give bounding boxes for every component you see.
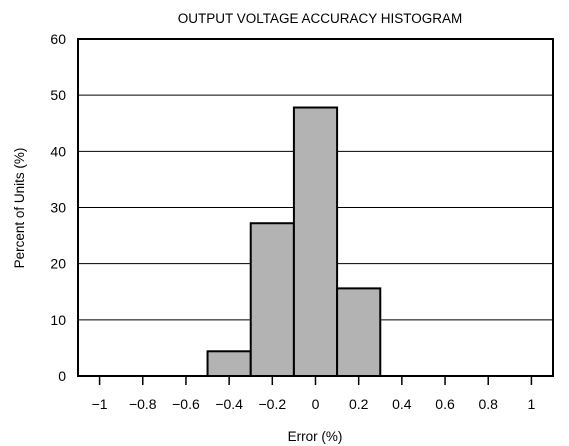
y-tick-label: 40 [50, 143, 66, 159]
x-tick-label: 0.2 [349, 396, 369, 412]
histogram-bar [292, 106, 339, 377]
histogram-bar [206, 350, 252, 377]
x-tick-label: −0.2 [258, 396, 286, 412]
y-tick-label: 50 [50, 87, 66, 103]
x-tick-label: −0.4 [215, 396, 243, 412]
x-tick-label: 0.8 [478, 396, 498, 412]
y-axis-label: Percent of Units (%) [12, 148, 27, 269]
x-tick-label: 0.4 [392, 396, 412, 412]
x-tick-label: −0.8 [129, 396, 157, 412]
y-tick-label: 0 [58, 368, 66, 384]
y-tick-label: 60 [50, 31, 66, 47]
y-tick-label: 10 [50, 312, 66, 328]
x-axis: −1 −0.8 −0.6 −0.4 −0.2 0 0.2 0.4 0.6 0.8 1 [92, 376, 536, 412]
chart-title: OUTPUT VOLTAGE ACCURACY HISTOGRAM [178, 11, 463, 26]
x-tick-label: −0.6 [172, 396, 200, 412]
y-tick-label: 20 [50, 256, 66, 272]
x-axis-label: Error (%) [288, 429, 343, 444]
y-axis: 0 10 20 30 40 50 60 [50, 31, 66, 384]
y-tick-label: 30 [50, 200, 66, 216]
histogram-bar [336, 287, 382, 378]
x-tick-label: 1 [528, 396, 536, 412]
bars [206, 106, 382, 378]
x-tick-label: 0 [312, 396, 320, 412]
x-tick-label: 0.6 [435, 396, 455, 412]
x-tick-label: −1 [92, 396, 108, 412]
histogram-bar [249, 222, 295, 377]
